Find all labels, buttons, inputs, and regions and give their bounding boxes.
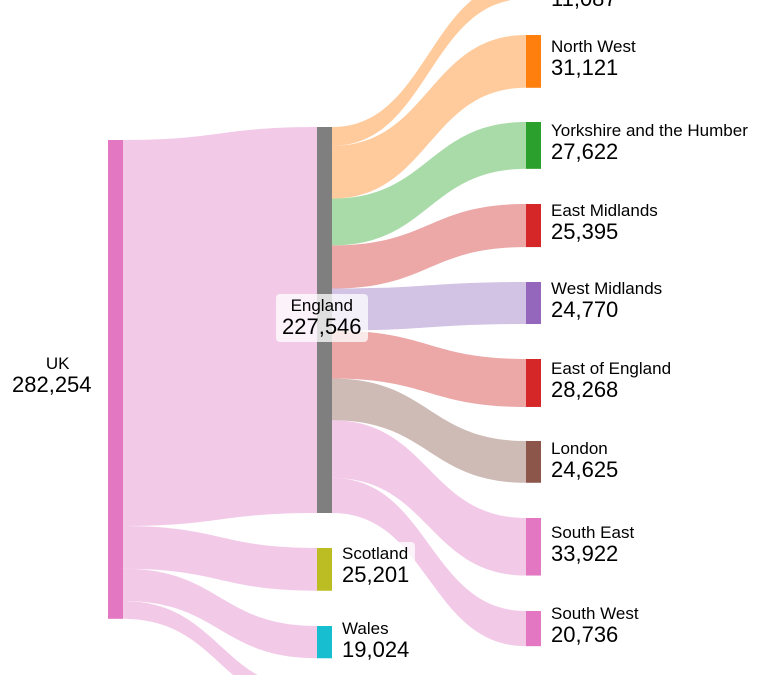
node-wm[interactable] <box>526 282 541 325</box>
link-england-sw[interactable] <box>332 477 526 647</box>
link-uk-england[interactable] <box>123 127 317 526</box>
link-england-se[interactable] <box>332 420 526 576</box>
label-north-east: 11,087 <box>551 0 617 12</box>
link-england-ne[interactable] <box>332 0 526 146</box>
label-south-east: South East 33,922 <box>551 523 635 567</box>
label-north-west: North West 31,121 <box>551 37 636 81</box>
link-uk-scotland[interactable] <box>123 526 317 591</box>
link-england-wm[interactable] <box>332 282 526 331</box>
node-wales[interactable] <box>317 626 332 659</box>
node-sw[interactable] <box>526 611 541 647</box>
label-uk: UK 282,254 <box>12 354 92 398</box>
label-yorkshire: Yorkshire and the Humber 27,622 <box>551 121 748 165</box>
link-england-yh[interactable] <box>332 122 526 246</box>
link-england-em[interactable] <box>332 204 526 289</box>
node-yh[interactable] <box>526 122 541 169</box>
node-se[interactable] <box>526 518 541 576</box>
link-england-nw[interactable] <box>332 35 526 199</box>
node-em[interactable] <box>526 204 541 248</box>
link-uk-wales[interactable] <box>123 568 317 659</box>
link-england-ld[interactable] <box>332 378 526 483</box>
node-uk[interactable] <box>108 140 123 619</box>
label-east-of-england: East of England 28,268 <box>551 359 672 403</box>
label-london: London 24,625 <box>551 439 619 483</box>
label-wales: Wales 19,024 <box>342 619 410 663</box>
label-west-midlands: West Midlands 24,770 <box>551 279 663 323</box>
node-nw[interactable] <box>526 35 541 88</box>
link-uk-ni[interactable] <box>123 601 317 675</box>
label-england: England 227,546 <box>276 294 368 342</box>
link-england-ee[interactable] <box>332 330 526 407</box>
node-ee[interactable] <box>526 359 541 407</box>
node-ld[interactable] <box>526 441 541 483</box>
label-scotland: Scotland 25,201 <box>336 542 416 590</box>
label-south-west: South West 20,736 <box>551 604 639 648</box>
node-scotland[interactable] <box>317 548 332 591</box>
label-east-midlands: East Midlands 25,395 <box>551 201 658 245</box>
